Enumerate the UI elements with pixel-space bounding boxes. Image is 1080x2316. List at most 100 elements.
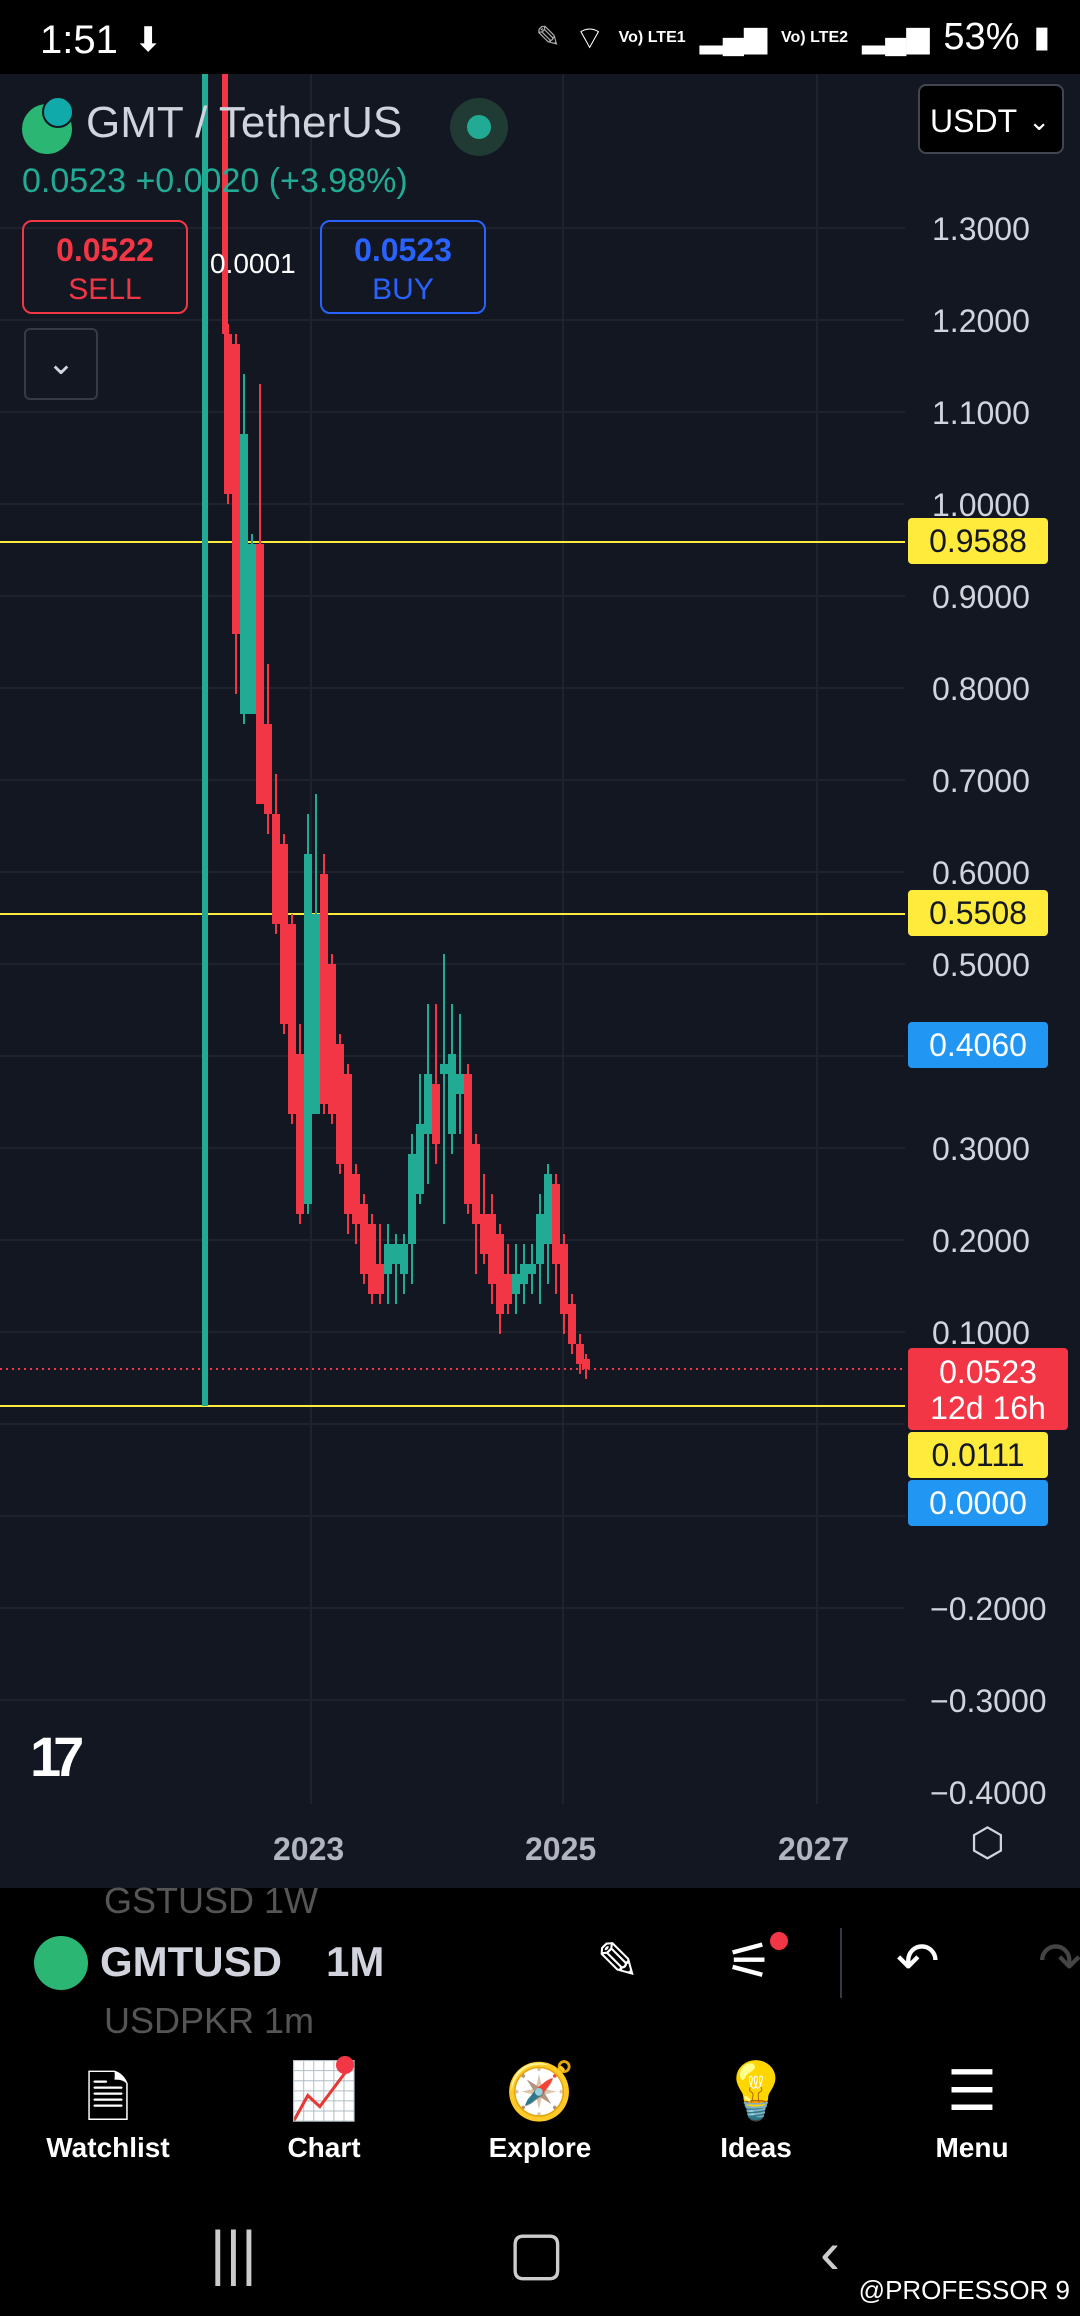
candle-body xyxy=(320,874,328,1104)
sell-price: 0.0522 xyxy=(56,232,154,268)
y-axis-labels: 1.3000 1.2000 1.1000 1.0000 0.9000 0.800… xyxy=(930,211,1047,1811)
nav-ideas[interactable]: 💡 Ideas xyxy=(666,2058,846,2164)
candle-body xyxy=(352,1174,360,1224)
candles xyxy=(224,324,590,1379)
candle-body xyxy=(280,844,288,1024)
pencil-icon[interactable]: ✎ xyxy=(596,1933,640,1991)
watchlist-icon: 🗎 xyxy=(85,2066,131,2129)
system-nav: ||| ▢ ‹ @PROFESSOR 9 xyxy=(0,2188,1080,2316)
home-icon[interactable]: ▢ xyxy=(508,2219,565,2286)
status-icons: ✎ ⌔ Vo) LTE1 ▂▄▆ Vo) LTE2 ▂▄▆ 53% ▮ xyxy=(535,16,1050,59)
nav-explore[interactable]: 🧭 Explore xyxy=(450,2058,630,2164)
back-icon[interactable]: ‹ xyxy=(820,2219,840,2286)
buy-price: 0.0523 xyxy=(354,232,452,268)
tether-logo xyxy=(42,96,74,128)
sell-label: SELL xyxy=(68,273,142,306)
nav-watchlist[interactable]: 🗎 Watchlist xyxy=(18,2058,198,2164)
interval-picker[interactable]: 1M xyxy=(326,1938,385,1985)
y-tick: 0.6000 xyxy=(932,855,1030,891)
market-open-indicator[interactable] xyxy=(450,98,508,156)
candle-body xyxy=(488,1214,496,1284)
status-bar: 1:51 ⬇ ✎ ⌔ Vo) LTE1 ▂▄▆ Vo) LTE2 ▂▄▆ 53%… xyxy=(0,0,1080,74)
y-tick: 0.8000 xyxy=(932,671,1030,707)
signal-icon-2: ▂▄▆ xyxy=(862,21,930,54)
currency-label: USDT xyxy=(930,103,1018,139)
chart-area[interactable]: 1.3000 1.2000 1.1000 1.0000 0.9000 0.800… xyxy=(0,74,1080,1888)
lightbulb-icon: 💡 xyxy=(721,2059,791,2122)
candle-body xyxy=(264,724,272,814)
y-tick: 1.3000 xyxy=(932,211,1030,247)
pen-icon: ✎ xyxy=(535,21,561,54)
vertical-marker-red xyxy=(222,74,228,334)
candle-body xyxy=(528,1264,536,1274)
candle-body xyxy=(472,1144,480,1224)
y-tick: −0.4000 xyxy=(930,1775,1047,1811)
sell-button[interactable]: 0.0522 SELL xyxy=(22,220,188,314)
candle-body xyxy=(408,1154,416,1244)
x-axis-labels: 2023 2025 2027 xyxy=(273,1831,849,1867)
candle-body xyxy=(328,964,336,1114)
battery-icon: ▮ xyxy=(1033,21,1050,54)
candle-body xyxy=(296,1054,304,1214)
currency-select[interactable]: USDT ⌄ xyxy=(918,84,1064,154)
undo-icon[interactable]: ↶ xyxy=(896,1933,940,1991)
candle-body xyxy=(360,1204,368,1274)
y-tick: 0.5000 xyxy=(932,947,1030,983)
symbol-picker-ghost: USDPKR 1m xyxy=(104,2000,315,2041)
candle-body xyxy=(368,1224,376,1294)
candle-body xyxy=(440,1064,448,1074)
candle-body xyxy=(312,914,320,1114)
signal-icon: ▂▄▆ xyxy=(699,21,768,54)
candle-body xyxy=(288,924,296,1114)
level-badge: 0.9588 xyxy=(908,518,1048,564)
symbol-title[interactable]: GMT / TetherUS xyxy=(86,98,403,147)
countdown: 12d 16h xyxy=(930,1390,1046,1426)
symbol-picker[interactable]: GMTUSD xyxy=(100,1938,282,1985)
x-tick: 2025 xyxy=(525,1831,596,1867)
chart-toolbar: GSTUSD 1W GMTUSD 1M USDPKR 1m ✎ ⚟ ↶ ↷ xyxy=(0,1880,1080,2041)
notification-dot xyxy=(770,1932,788,1950)
y-tick: 1.0000 xyxy=(932,487,1030,523)
candle-body xyxy=(448,1054,456,1134)
candle-body xyxy=(232,344,240,634)
candle-body xyxy=(568,1304,576,1344)
recents-icon[interactable]: ||| xyxy=(210,2219,257,2286)
candle-body xyxy=(552,1184,560,1264)
redo-icon[interactable]: ↷ xyxy=(1038,1933,1080,1991)
collapse-button[interactable]: ⌄ xyxy=(24,328,98,400)
candle-body xyxy=(304,854,312,1204)
settings-hexagon-icon[interactable]: ⬡ xyxy=(970,1821,1005,1865)
hamburger-icon: ☰ xyxy=(946,2059,998,2122)
nav-chart[interactable]: 📈 Chart xyxy=(234,2058,414,2164)
price-chart[interactable]: 1.3000 1.2000 1.1000 1.0000 0.9000 0.800… xyxy=(0,74,1080,1888)
y-tick: 0.9000 xyxy=(932,579,1030,615)
candle-body xyxy=(376,1264,384,1294)
nav-menu[interactable]: ☰ Menu xyxy=(882,2058,1062,2164)
watermark: @PROFESSOR 9 xyxy=(858,2275,1070,2305)
compass-icon: 🧭 xyxy=(505,2059,575,2122)
buy-button[interactable]: 0.0523 BUY xyxy=(320,220,486,314)
x-tick: 2023 xyxy=(273,1831,344,1867)
nav-label: Chart xyxy=(287,2132,361,2163)
toolbar-divider xyxy=(840,1928,842,1998)
y-tick: −0.2000 xyxy=(930,1591,1047,1627)
clock: 1:51 xyxy=(40,18,118,62)
candle-body xyxy=(582,1359,590,1369)
gmt-logo xyxy=(34,1936,88,1990)
buy-label: BUY xyxy=(372,273,434,306)
grid-vertical xyxy=(310,74,818,1804)
candle-body xyxy=(344,1074,352,1214)
nav-label: Ideas xyxy=(720,2132,792,2163)
indicators-icon[interactable]: ⚟ xyxy=(726,1933,773,1991)
current-price-badge: 0.0523 12d 16h xyxy=(908,1348,1068,1430)
y-tick: 0.1000 xyxy=(932,1315,1030,1351)
tradingview-logo: 17 xyxy=(30,1725,84,1788)
candle-body xyxy=(424,1074,432,1134)
y-tick: 1.2000 xyxy=(932,303,1030,339)
grid-horizontal xyxy=(0,227,905,1701)
y-tick: −0.3000 xyxy=(930,1683,1047,1719)
candle-body xyxy=(432,1084,440,1144)
vertical-marker-green xyxy=(202,74,208,1406)
price-badge-blue: 0.4060 xyxy=(908,1022,1048,1068)
nav-label: Menu xyxy=(935,2132,1009,2163)
